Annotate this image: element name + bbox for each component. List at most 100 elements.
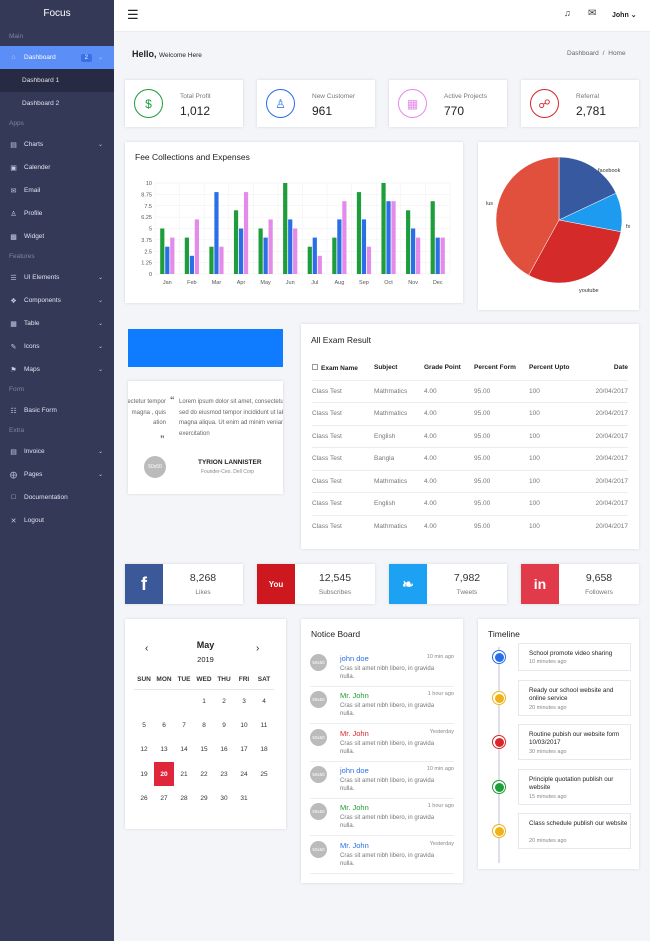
bar[interactable]	[416, 237, 421, 274]
calendar-day[interactable]: 5	[142, 721, 146, 729]
linkedin-icon[interactable]: in	[521, 564, 559, 604]
bar[interactable]	[356, 192, 362, 274]
notice-author[interactable]: Mr. John	[340, 691, 369, 701]
calendar-day[interactable]: 14	[180, 746, 188, 754]
hamburger-menu-icon[interactable]: ☰	[127, 7, 139, 22]
calendar-day[interactable]: 15	[200, 746, 208, 754]
sidebar-item-email[interactable]: ✉ Email	[0, 179, 114, 202]
calendar-day[interactable]: 13	[160, 746, 168, 754]
bar[interactable]	[209, 246, 214, 274]
bar[interactable]	[430, 201, 435, 274]
sidebar-item-documentation[interactable]: □ Documentation	[0, 486, 114, 509]
calendar-day[interactable]: 18	[260, 746, 268, 754]
sidebar-item-ui-elements[interactable]: ☰ UI Elements ⌄	[0, 266, 114, 289]
notice-item[interactable]: 50x50 Mr. John Yesterday Cras sit amet nibh…	[310, 837, 454, 874]
bar[interactable]	[361, 219, 367, 274]
bar[interactable]	[219, 246, 224, 274]
bar[interactable]	[189, 255, 194, 274]
bar[interactable]	[288, 219, 293, 274]
calendar-day[interactable]: 19	[140, 770, 148, 778]
notice-item[interactable]: 50x50 john doe 10 min ago Cras sit amet nib…	[310, 762, 454, 799]
brand-logo[interactable]: Focus	[43, 8, 71, 19]
notice-author[interactable]: Mr. John	[340, 728, 369, 738]
calendar-day[interactable]: 30	[220, 794, 228, 802]
calendar-day[interactable]: 22	[200, 770, 208, 778]
calendar-day[interactable]: 12	[140, 746, 148, 754]
bar[interactable]	[411, 228, 416, 275]
calendar-day[interactable]: 8	[202, 721, 206, 729]
bar[interactable]	[332, 237, 337, 274]
sidebar-item-logout[interactable]: ✕ Logout	[0, 509, 114, 532]
bar[interactable]	[165, 246, 170, 274]
sidebar-item-maps[interactable]: ⚑ Maps ⌄	[0, 358, 114, 381]
calendar-day[interactable]: 27	[160, 794, 168, 802]
notice-author[interactable]: john doe	[340, 765, 369, 775]
calendar-day[interactable]: 17	[240, 746, 248, 754]
calendar-day[interactable]: 1	[202, 697, 206, 705]
timeline-item[interactable]: School promote video sharing 10 minutes a…	[518, 643, 631, 671]
bar[interactable]	[386, 201, 391, 274]
bar[interactable]	[312, 237, 317, 274]
bar[interactable]	[170, 237, 175, 274]
sidebar-item-calender[interactable]: ▣ Calender	[0, 156, 114, 179]
calendar-day[interactable]: 3	[242, 697, 246, 705]
bar[interactable]	[342, 201, 347, 274]
bar[interactable]	[238, 228, 244, 275]
notice-item[interactable]: 50x50 Mr. John 1 hour ago Cras sit amet nib…	[310, 687, 454, 725]
notice-author[interactable]: john doe	[340, 654, 369, 663]
bar[interactable]	[440, 237, 445, 274]
sidebar-subitem-dashboard-1[interactable]: Dashboard 1	[0, 69, 114, 92]
calendar-day[interactable]: 21	[180, 770, 188, 778]
bar[interactable]	[381, 183, 386, 274]
calendar-day-today[interactable]: 20	[154, 761, 174, 787]
bar[interactable]	[268, 219, 273, 274]
sidebar-item-charts[interactable]: ▤ Charts ⌄	[0, 133, 114, 156]
breadcrumb-home[interactable]: Home	[608, 50, 626, 57]
bar[interactable]	[307, 246, 312, 274]
bar[interactable]	[243, 192, 249, 274]
bar[interactable]	[283, 183, 288, 274]
calendar-day[interactable]: 26	[140, 794, 148, 802]
breadcrumb-dashboard[interactable]: Dashboard	[567, 50, 599, 57]
calendar-day[interactable]: 24	[240, 770, 248, 778]
facebook-icon[interactable]: f	[125, 564, 163, 604]
notice-author[interactable]: Mr. John	[340, 803, 369, 813]
envelope-icon[interactable]: ✉	[588, 8, 597, 19]
notice-author[interactable]: Mr. John	[340, 840, 369, 850]
sidebar-item-invoice[interactable]: ▤ Invoice ⌄	[0, 440, 114, 463]
bar[interactable]	[391, 201, 396, 274]
bar[interactable]	[233, 210, 239, 274]
sidebar-item-table[interactable]: ▦ Table ⌄	[0, 312, 114, 335]
timeline-item[interactable]: Ready our school website and online serv…	[518, 680, 631, 716]
bar[interactable]	[366, 246, 372, 274]
chevron-right-icon[interactable]: ›	[256, 643, 260, 654]
timeline-item[interactable]: Routine pubish our website form 10/03/20…	[518, 724, 631, 760]
calendar-day[interactable]: 16	[220, 746, 228, 754]
pie-slice[interactable]	[495, 156, 560, 276]
calendar-day[interactable]: 9	[222, 721, 226, 729]
timeline-item[interactable]: Principle quotation publish our website 1…	[518, 769, 631, 805]
timeline-item[interactable]: Class schedule publish our website 20 min…	[518, 813, 631, 849]
sidebar-item-icons[interactable]: ✎ Icons ⌄	[0, 335, 114, 358]
calendar-day[interactable]: 10	[240, 721, 248, 729]
bell-icon[interactable]: ♫	[564, 8, 571, 18]
bar[interactable]	[337, 219, 342, 274]
sidebar-item-dashboard[interactable]: ⌂ Dashboard 2 ⌄	[0, 46, 114, 69]
calendar-day[interactable]: 6	[162, 721, 166, 729]
bar[interactable]	[293, 228, 298, 275]
calendar-day[interactable]: 28	[180, 794, 188, 802]
sidebar-subitem-dashboard-2[interactable]: Dashboard 2	[22, 100, 60, 107]
calendar-day[interactable]: 4	[262, 697, 266, 705]
sidebar-item-profile[interactable]: ♙ Profile	[0, 202, 114, 225]
calendar-day[interactable]: 2	[222, 697, 226, 705]
bar[interactable]	[435, 237, 440, 274]
sidebar-item-components[interactable]: ❖ Components ⌄	[0, 289, 114, 312]
checkbox[interactable]	[312, 363, 318, 370]
bar[interactable]	[214, 192, 219, 274]
twitter-icon[interactable]: ❧	[389, 564, 427, 604]
sidebar-item-pages[interactable]: ⨁ Pages ⌄	[0, 463, 114, 486]
bar[interactable]	[317, 255, 322, 274]
bar[interactable]	[160, 228, 165, 275]
bar[interactable]	[263, 237, 268, 274]
chevron-left-icon[interactable]: ‹	[145, 643, 149, 654]
